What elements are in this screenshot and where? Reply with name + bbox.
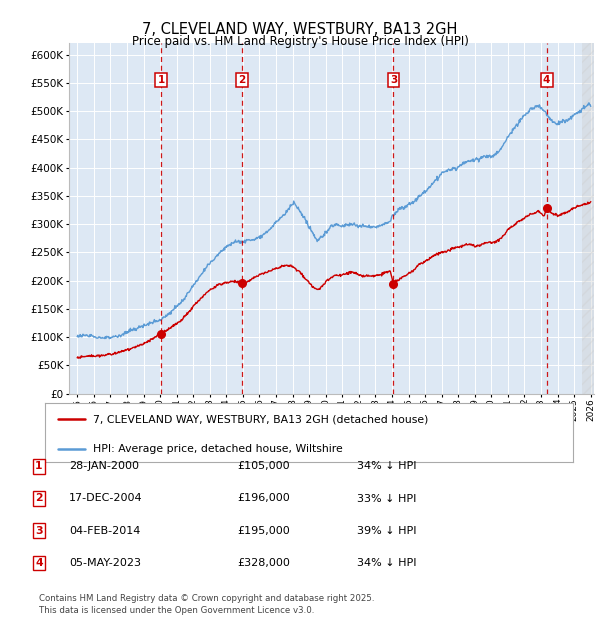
Text: 4: 4	[35, 558, 43, 568]
Text: 05-MAY-2023: 05-MAY-2023	[69, 558, 141, 568]
Text: 7, CLEVELAND WAY, WESTBURY, BA13 2GH: 7, CLEVELAND WAY, WESTBURY, BA13 2GH	[142, 22, 458, 37]
Text: 7, CLEVELAND WAY, WESTBURY, BA13 2GH (detached house): 7, CLEVELAND WAY, WESTBURY, BA13 2GH (de…	[92, 415, 428, 425]
Text: 33% ↓ HPI: 33% ↓ HPI	[357, 494, 416, 503]
Text: 2: 2	[239, 75, 246, 85]
Text: 3: 3	[35, 526, 43, 536]
Text: HPI: Average price, detached house, Wiltshire: HPI: Average price, detached house, Wilt…	[92, 444, 342, 454]
Text: £328,000: £328,000	[237, 558, 290, 568]
Text: Contains HM Land Registry data © Crown copyright and database right 2025.
This d: Contains HM Land Registry data © Crown c…	[39, 594, 374, 615]
Text: 04-FEB-2014: 04-FEB-2014	[69, 526, 140, 536]
Text: 34% ↓ HPI: 34% ↓ HPI	[357, 461, 416, 471]
Text: 39% ↓ HPI: 39% ↓ HPI	[357, 526, 416, 536]
Text: 2: 2	[35, 494, 43, 503]
Text: 4: 4	[543, 75, 550, 85]
Text: 1: 1	[158, 75, 165, 85]
Text: 34% ↓ HPI: 34% ↓ HPI	[357, 558, 416, 568]
Text: £105,000: £105,000	[237, 461, 290, 471]
Text: £195,000: £195,000	[237, 526, 290, 536]
Text: 17-DEC-2004: 17-DEC-2004	[69, 494, 143, 503]
Text: 1: 1	[35, 461, 43, 471]
Text: Price paid vs. HM Land Registry's House Price Index (HPI): Price paid vs. HM Land Registry's House …	[131, 35, 469, 48]
Bar	[583, 43, 599, 394]
Text: 28-JAN-2000: 28-JAN-2000	[69, 461, 139, 471]
Text: 3: 3	[390, 75, 397, 85]
Text: £196,000: £196,000	[237, 494, 290, 503]
